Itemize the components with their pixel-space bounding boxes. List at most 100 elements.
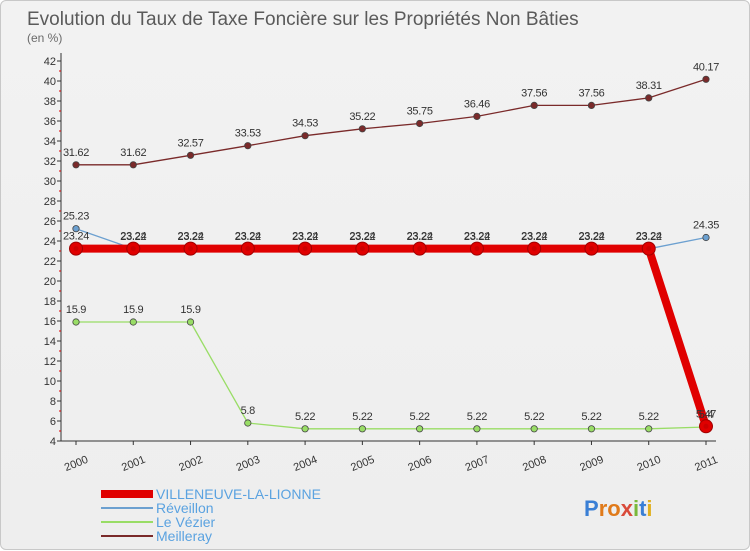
data-label: 5.8 [241,405,256,417]
x-tick-label: 2004 [292,454,319,474]
data-point [301,132,309,140]
x-tick-label: 2009 [578,454,605,474]
x-tick-label: 2011 [693,454,719,474]
data-point-core [359,246,365,252]
y-tick-label: 16 [44,316,56,328]
data-label: 23.22 [521,231,547,243]
y-tick-label: 42 [44,56,56,68]
data-point [587,101,596,110]
y-tick-label: 14 [44,336,56,348]
y-tick-label: 26 [44,216,56,228]
data-label: 23.22 [636,231,662,243]
y-tick-label: 10 [44,376,56,388]
data-label: 23.22 [349,231,375,243]
legend-label: Réveillon [156,500,214,516]
data-label: 23.22 [578,231,604,243]
data-point [72,225,80,233]
data-point [72,318,80,326]
x-tick-label: 2002 [177,454,204,474]
data-label: 38.31 [636,80,662,92]
y-tick-label: 28 [44,196,56,208]
data-label: 23.24 [63,231,89,243]
data-label: 23.24 [235,231,261,243]
data-point [473,112,481,121]
data-point-core [646,246,652,252]
data-point-core [474,246,480,252]
data-label: 23.22 [178,231,204,243]
data-point-core [703,423,709,429]
series-line-meilleray [75,78,707,166]
y-tick-label: 36 [44,116,56,128]
data-point [129,161,137,169]
data-point [702,233,710,242]
data-point-core [302,246,308,252]
data-point-core [417,246,423,252]
data-point-core [188,246,194,252]
data-labels: 23.24 23.24 23.24 23.24 23.24 23.24 23.24 23.24… [63,61,720,423]
data-point [244,142,252,150]
data-label: 24.35 [693,220,719,232]
x-tick-label: 2008 [521,454,548,474]
data-label: 5.47 [696,408,716,420]
data-label: 31.62 [63,147,89,159]
y-tick-label: 34 [44,136,56,148]
y-tick-label: 32 [44,156,56,168]
data-label: 15.9 [123,304,143,316]
y-tick-label: 6 [50,416,56,428]
data-point [416,119,424,128]
data-label: 23.24 [464,231,490,243]
y-tick-label: 22 [44,256,56,268]
data-label: 5.22 [410,411,430,423]
data-label: 15.9 [180,304,200,316]
data-point-core [73,246,79,252]
y-tick-label: 30 [44,176,56,188]
x-tick-label: 2001 [120,454,147,474]
data-label: 5.22 [639,411,659,423]
data-label: 35.75 [407,106,433,118]
data-point [186,318,195,326]
data-point [186,151,195,159]
data-label: 32.57 [178,137,204,149]
data-label: 40.17 [693,61,719,73]
data-label: 35.22 [349,111,375,123]
y-tick-label: 20 [44,276,56,288]
data-point [358,425,366,433]
x-tick-label: 2000 [63,454,90,474]
legend-label: Meilleray [156,528,212,544]
data-label: 5.22 [352,411,372,423]
data-point [530,101,538,110]
series-line-le-v-zier [75,321,707,430]
data-label: 31.62 [120,147,146,159]
data-label: 23.22 [407,231,433,243]
data-label: 25.23 [63,211,89,223]
data-label: 37.56 [578,87,604,99]
data-point [645,425,653,433]
data-label: 15.9 [66,304,86,316]
data-point [358,125,366,133]
data-point [702,75,710,83]
data-label: 23.24 [292,231,318,243]
data-label: 23.22 [120,231,146,243]
data-label: 23.24 [349,231,375,243]
data-point [72,161,80,169]
x-tick-label: 2007 [464,454,491,474]
data-point [645,94,653,102]
data-label: 36.46 [464,98,490,110]
data-label: 34.53 [292,118,318,130]
data-label: 23.24 [636,231,662,243]
data-point [587,425,596,433]
logo-text: Proxiti [584,496,653,521]
data-label: 37.56 [521,87,547,99]
data-label: 5.22 [524,411,544,423]
data-label: 5.4 [699,409,714,421]
y-tick-label: 24 [44,236,56,248]
data-point-core [245,246,251,252]
legend-label: Le Vézier [156,514,215,530]
y-tick-label: 12 [44,356,56,368]
chart-title: Evolution du Taux de Taxe Foncière sur l… [27,9,579,30]
data-label: 33.53 [235,128,261,140]
series-line-villeneuve-la-lionne [72,244,710,431]
